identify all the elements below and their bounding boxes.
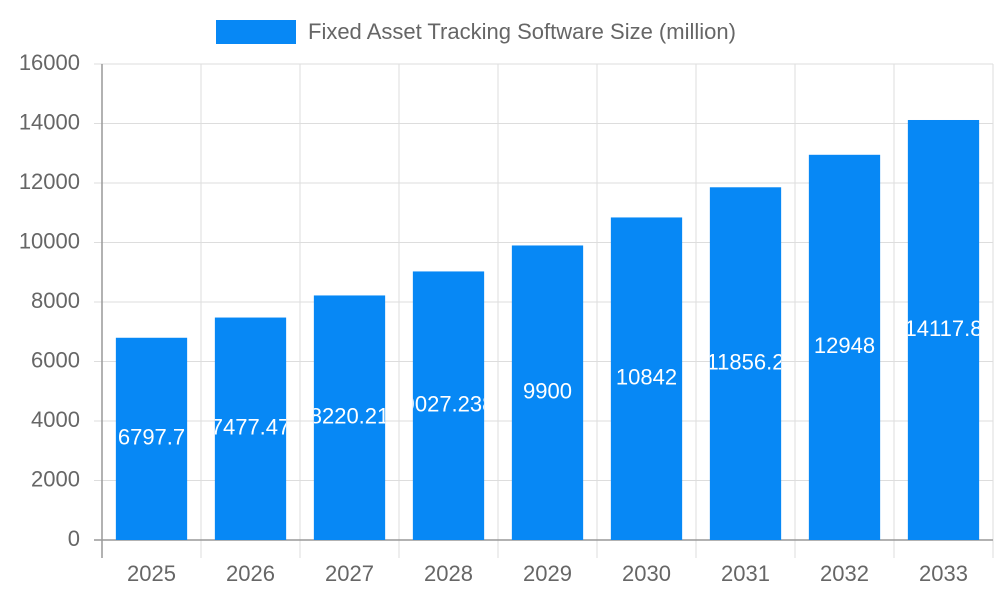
y-tick-label: 12000 [19,169,80,194]
legend-swatch [216,20,296,44]
bar [907,119,980,540]
data-label: 6797.7 [118,425,185,450]
data-label: 10842 [616,365,677,390]
x-tick-label: 2033 [919,561,968,586]
y-tick-label: 16000 [19,50,80,75]
bar [709,187,782,540]
y-tick-label: 6000 [31,347,80,372]
data-label: 14117.8 [905,316,983,341]
x-tick-label: 2026 [226,561,275,586]
x-tick-label: 2028 [424,561,473,586]
data-label: 7477.47 [211,415,291,440]
bar [214,317,287,540]
x-tick-label: 2029 [523,561,572,586]
y-tick-label: 8000 [31,288,80,313]
data-label: 9900 [523,379,572,404]
legend-label: Fixed Asset Tracking Software Size (mill… [308,19,736,44]
data-label: 8220.21 [310,404,390,429]
x-tick-label: 2032 [820,561,869,586]
x-tick-label: 2027 [325,561,374,586]
bar [610,217,683,540]
y-tick-label: 14000 [19,109,80,134]
y-tick-label: 2000 [31,466,80,491]
data-label: 9027.238 [403,392,495,417]
x-tick-label: 2025 [127,561,176,586]
data-label: 11856.2 [707,349,785,374]
y-tick-label: 0 [68,526,80,551]
x-tick-label: 2030 [622,561,671,586]
bar [313,295,386,540]
bar [115,337,188,540]
y-tick-label: 10000 [19,228,80,253]
x-tick-label: 2031 [721,561,770,586]
data-label: 12948 [814,333,875,358]
bar [511,245,584,540]
y-tick-label: 4000 [31,407,80,432]
bar [808,154,881,540]
bar [412,271,485,540]
